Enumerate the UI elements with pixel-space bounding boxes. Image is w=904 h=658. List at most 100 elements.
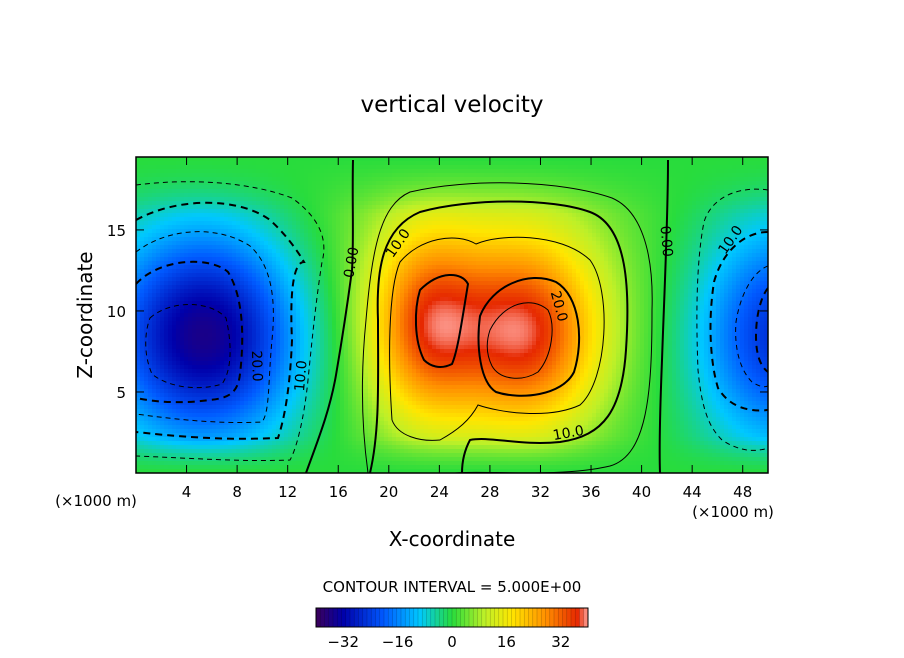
field-cell xyxy=(504,217,509,222)
field-cell xyxy=(220,237,225,242)
field-cell xyxy=(312,253,317,258)
field-cell xyxy=(736,197,741,202)
field-cell xyxy=(600,237,605,242)
field-cell xyxy=(204,225,209,230)
field-cell xyxy=(188,229,193,234)
field-cell xyxy=(440,189,445,194)
field-cell xyxy=(272,209,277,214)
field-cell xyxy=(400,177,405,182)
field-cell xyxy=(268,157,273,162)
field-cell xyxy=(396,181,401,186)
field-cell xyxy=(220,249,225,254)
field-cell xyxy=(636,269,641,274)
field-cell xyxy=(676,221,681,226)
field-cell xyxy=(216,217,221,222)
field-cell xyxy=(424,169,429,174)
field-cell xyxy=(396,161,401,166)
field-cell xyxy=(212,273,217,278)
field-cell xyxy=(320,225,325,230)
field-cell xyxy=(312,277,317,282)
field-cell xyxy=(364,169,369,174)
field-cell xyxy=(720,277,725,282)
field-cell xyxy=(600,205,605,210)
field-cell xyxy=(716,249,721,254)
field-cell xyxy=(296,281,301,286)
field-cell xyxy=(396,209,401,214)
field-cell xyxy=(200,185,205,190)
field-cell xyxy=(392,165,397,170)
field-cell xyxy=(580,165,585,170)
field-cell xyxy=(356,229,361,234)
field-cell xyxy=(740,193,745,198)
field-cell xyxy=(648,213,653,218)
field-cell xyxy=(592,165,597,170)
field-cell xyxy=(180,281,185,286)
field-cell xyxy=(520,209,525,214)
field-cell xyxy=(576,265,581,270)
field-cell xyxy=(304,253,309,258)
field-cell xyxy=(196,249,201,254)
field-cell xyxy=(360,221,365,226)
field-cell xyxy=(292,277,297,282)
field-cell xyxy=(388,229,393,234)
field-cell xyxy=(748,201,753,206)
field-cell xyxy=(236,269,241,274)
field-cell xyxy=(684,165,689,170)
field-cell xyxy=(624,185,629,190)
field-cell xyxy=(592,217,597,222)
field-cell xyxy=(628,177,633,182)
field-cell xyxy=(292,169,297,174)
field-cell xyxy=(220,241,225,246)
field-cell xyxy=(136,265,141,270)
field-cell xyxy=(472,197,477,202)
field-cell xyxy=(312,233,317,238)
field-cell xyxy=(496,205,501,210)
field-cell xyxy=(476,157,481,162)
field-cell xyxy=(704,161,709,166)
field-cell xyxy=(248,177,253,182)
field-cell xyxy=(652,261,657,266)
field-cell xyxy=(544,161,549,166)
field-cell xyxy=(264,253,269,258)
field-cell xyxy=(612,161,617,166)
field-cell xyxy=(452,225,457,230)
field-cell xyxy=(640,181,645,186)
field-cell xyxy=(436,161,441,166)
field-cell xyxy=(276,177,281,182)
field-cell xyxy=(504,161,509,166)
field-cell xyxy=(640,185,645,190)
field-cell xyxy=(708,169,713,174)
field-cell xyxy=(592,241,597,246)
field-cell xyxy=(412,245,417,250)
field-cell xyxy=(488,165,493,170)
field-cell xyxy=(204,165,209,170)
field-cell xyxy=(500,189,505,194)
field-cell xyxy=(632,257,637,262)
field-cell xyxy=(748,237,753,242)
field-cell xyxy=(704,185,709,190)
field-cell xyxy=(272,229,277,234)
field-cell xyxy=(748,221,753,226)
field-cell xyxy=(312,193,317,198)
field-cell xyxy=(220,273,225,278)
field-cell xyxy=(520,177,525,182)
field-cell xyxy=(176,209,181,214)
field-cell xyxy=(224,217,229,222)
field-cell xyxy=(160,229,165,234)
field-cell xyxy=(144,277,149,282)
field-cell xyxy=(332,161,337,166)
field-cell xyxy=(268,197,273,202)
field-cell xyxy=(320,181,325,186)
field-cell xyxy=(552,245,557,250)
field-cell xyxy=(176,245,181,250)
field-cell xyxy=(356,253,361,258)
field-cell xyxy=(600,269,605,274)
field-cell xyxy=(432,181,437,186)
field-cell xyxy=(268,225,273,230)
field-cell xyxy=(460,277,465,282)
field-cell xyxy=(660,173,665,178)
field-cell xyxy=(480,277,485,282)
field-cell xyxy=(372,217,377,222)
field-cell xyxy=(632,197,637,202)
field-cell xyxy=(564,277,569,282)
